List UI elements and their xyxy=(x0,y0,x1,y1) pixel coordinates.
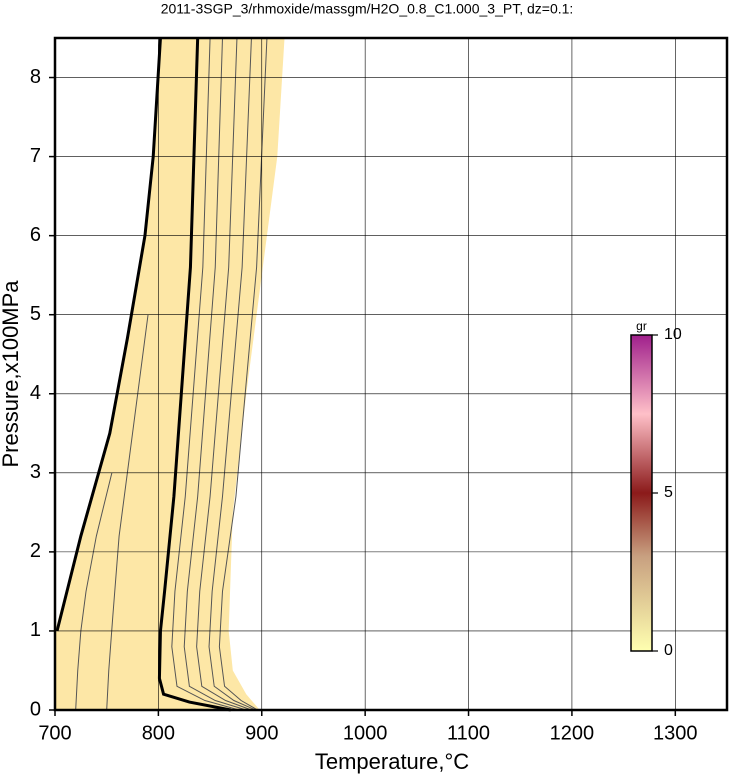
colorbar-label: gr xyxy=(636,319,647,333)
contour-line xyxy=(171,37,240,711)
y-tick-label: 6 xyxy=(30,224,41,246)
x-tick-label: 1300 xyxy=(653,722,698,744)
colorbar-tick-label: 10 xyxy=(664,326,682,343)
y-tick-label: 0 xyxy=(30,698,41,720)
y-tick-label: 1 xyxy=(30,619,41,641)
x-tick-label: 1100 xyxy=(447,722,490,744)
plot-frame xyxy=(53,36,729,712)
colorbar xyxy=(630,334,653,652)
field-region xyxy=(55,38,285,710)
y-tick-label: 4 xyxy=(30,382,41,404)
y-tick-label: 7 xyxy=(30,145,41,167)
x-tick-label: 1200 xyxy=(550,722,595,744)
x-tick-label: 800 xyxy=(142,722,175,744)
y-tick-label: 8 xyxy=(30,66,41,88)
y-axis-label: Pressure,x100MPa xyxy=(0,280,23,468)
x-tick-label: 700 xyxy=(38,722,71,744)
colorbar-tick-label: 0 xyxy=(664,642,673,659)
contour-line xyxy=(183,37,247,711)
y-tick-label: 2 xyxy=(30,540,41,562)
contour-line xyxy=(218,37,268,711)
contour-line xyxy=(75,472,113,711)
y-tick-label: 3 xyxy=(30,461,41,483)
x-axis-label: Temperature,°C xyxy=(315,749,469,774)
contour-line xyxy=(106,314,149,711)
chart-title: 2011-3SGP_3/rhmoxide/massgm/H2O_0.8_C1.0… xyxy=(161,1,574,17)
colorbar-tick-label: 5 xyxy=(664,484,673,501)
x-tick-label: 900 xyxy=(245,722,278,744)
contour-line xyxy=(208,37,256,711)
y-tick-label: 5 xyxy=(30,303,41,325)
x-tick-label: 1000 xyxy=(343,722,388,744)
contour-line xyxy=(196,37,252,711)
